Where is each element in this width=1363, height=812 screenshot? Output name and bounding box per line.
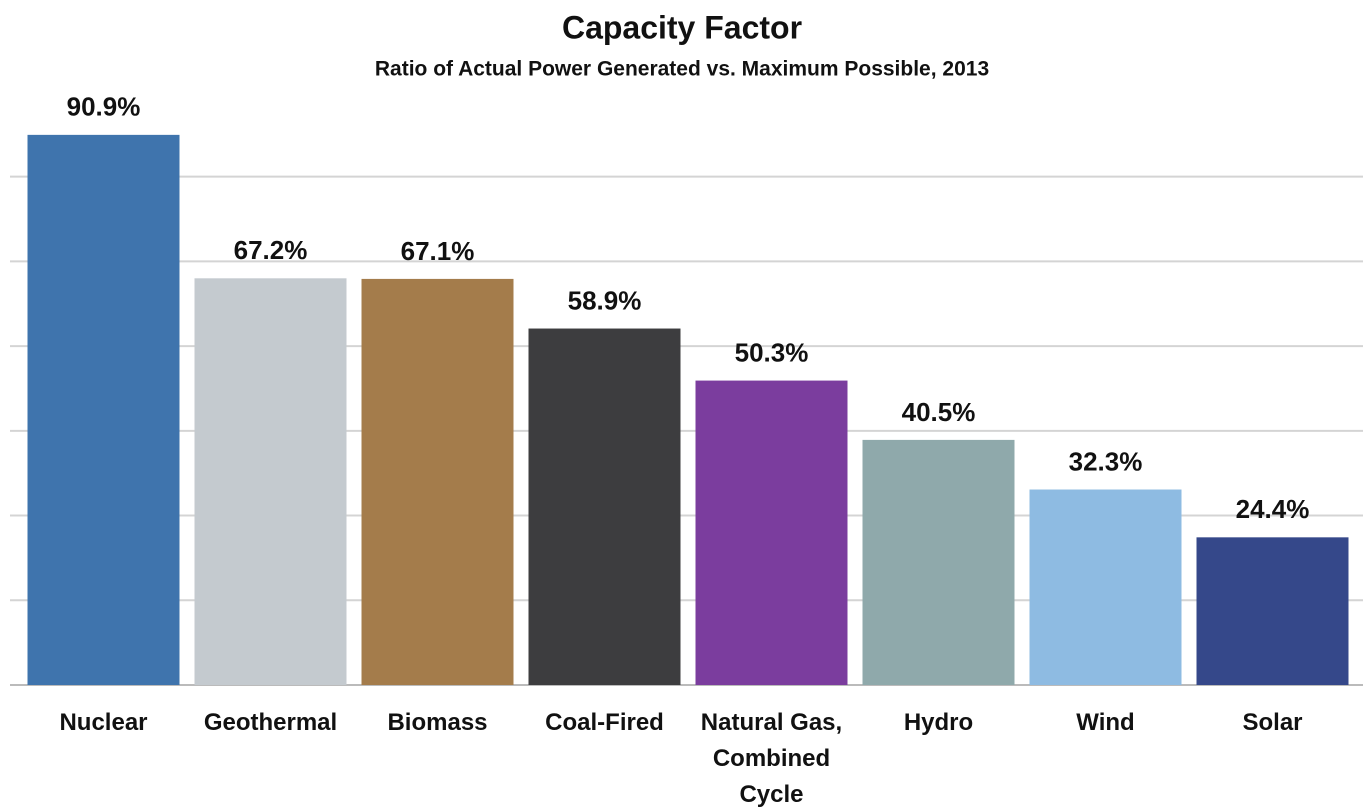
value-label: 24.4% (1236, 494, 1310, 524)
x-tick-label: Natural Gas, Combined Cycle (697, 705, 847, 812)
value-label: 90.9% (67, 92, 141, 122)
x-tick-label: Biomass (363, 705, 513, 741)
chart-subtitle: Ratio of Actual Power Generated vs. Maxi… (375, 58, 989, 81)
x-tick-label: Nuclear (29, 705, 179, 741)
bar (362, 279, 514, 685)
value-label: 32.3% (1069, 446, 1143, 476)
value-label: 67.1% (401, 236, 475, 266)
chart: Capacity Factor Ratio of Actual Power Ge… (0, 0, 1363, 812)
chart-page: Capacity Factor Ratio of Actual Power Ge… (0, 0, 1363, 812)
x-tick-label: Wind (1031, 705, 1181, 741)
x-tick-label: Coal-Fired (530, 705, 680, 741)
value-label: 67.2% (234, 235, 308, 265)
x-tick-label: Solar (1198, 705, 1348, 741)
bar (28, 135, 180, 685)
bar (1197, 537, 1349, 685)
bar (696, 381, 848, 685)
bar (1030, 490, 1182, 685)
bar (863, 440, 1015, 685)
x-tick-label: Geothermal (196, 705, 346, 741)
chart-title: Capacity Factor (562, 9, 802, 45)
bar (529, 329, 681, 685)
value-label: 58.9% (568, 285, 642, 315)
x-tick-label: Hydro (864, 705, 1014, 741)
value-label: 50.3% (735, 337, 809, 367)
value-label: 40.5% (902, 397, 976, 427)
bar (195, 278, 347, 685)
